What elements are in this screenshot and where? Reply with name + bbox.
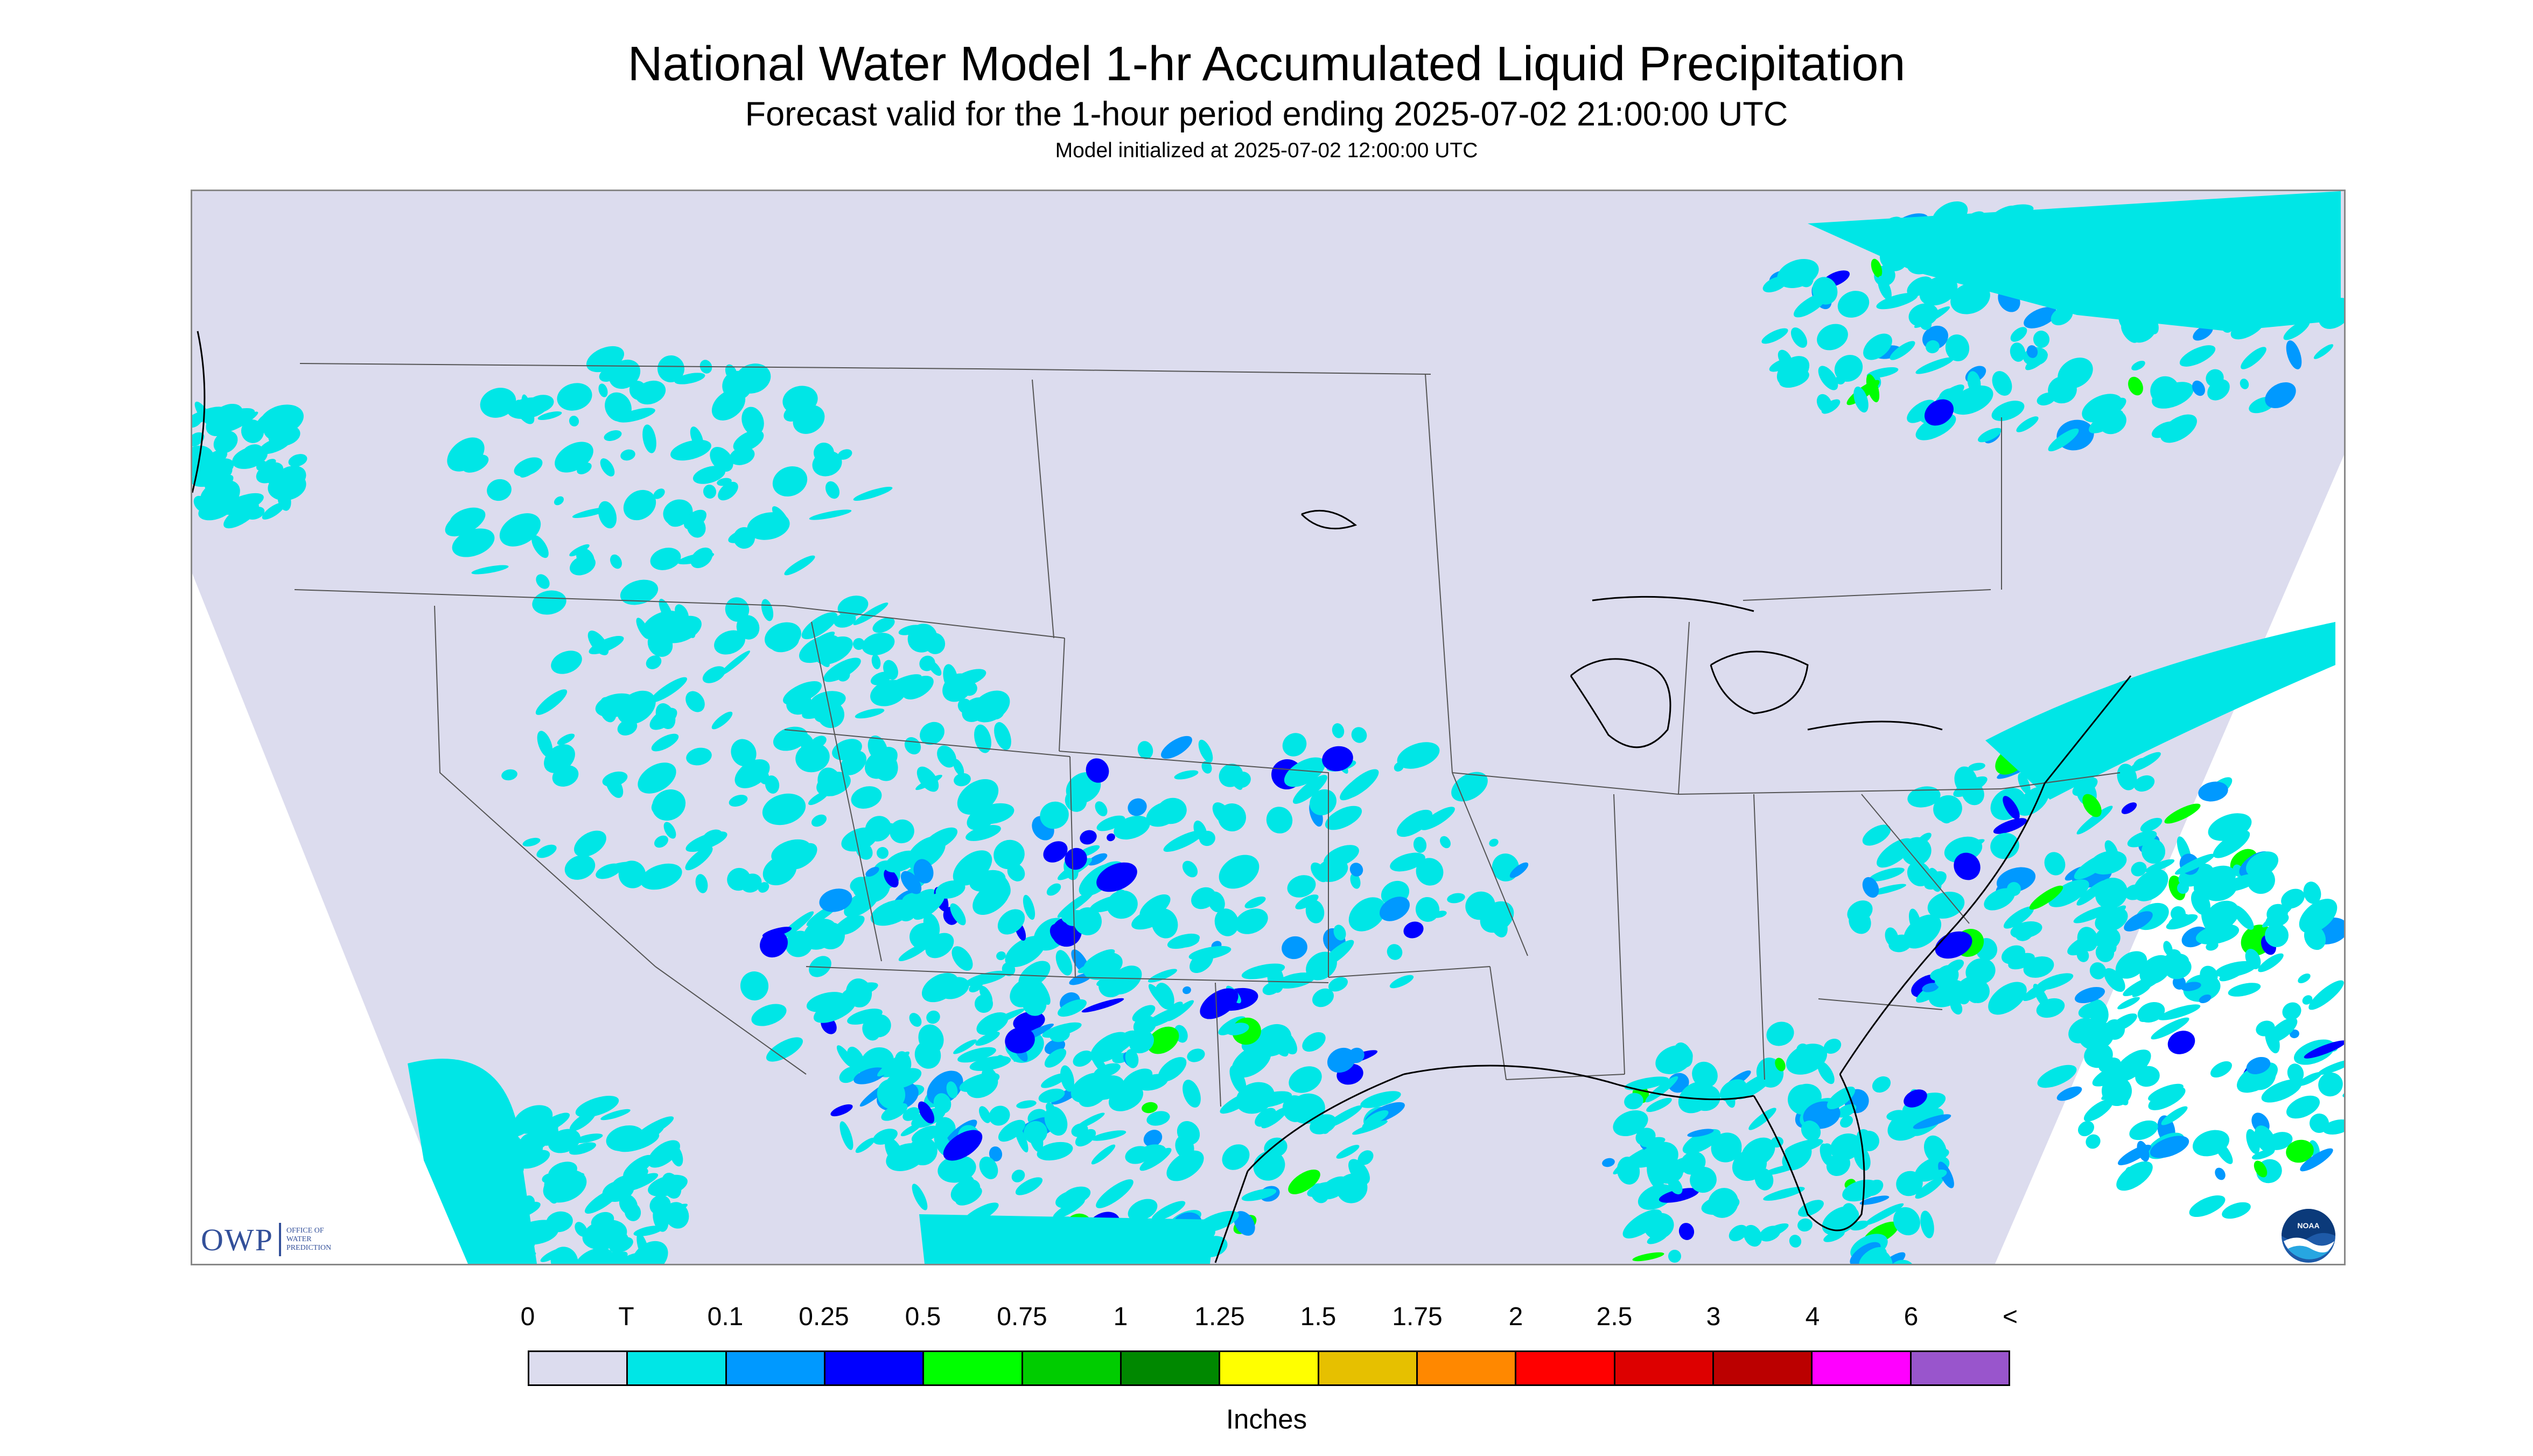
state-line bbox=[1753, 794, 1765, 1080]
state-line bbox=[1452, 772, 1528, 956]
coastline bbox=[1807, 720, 1943, 731]
precip-patch bbox=[919, 1214, 1215, 1264]
tick-label: 1 bbox=[1113, 1303, 1128, 1331]
colorbar-swatch bbox=[825, 1352, 925, 1384]
colorbar-swatch bbox=[529, 1352, 628, 1384]
coastline bbox=[1570, 658, 1671, 748]
state-line bbox=[1032, 379, 1054, 639]
colorbar-swatch bbox=[1813, 1352, 1912, 1384]
owp-logo-text: OWP bbox=[201, 1222, 274, 1257]
tick-label: 1.25 bbox=[1194, 1303, 1245, 1331]
coastlines bbox=[192, 331, 2132, 1263]
state-line bbox=[1861, 794, 1970, 924]
precip-region-northern-rockies bbox=[445, 346, 893, 643]
state-line bbox=[299, 363, 979, 369]
state-line bbox=[1506, 1074, 1625, 1080]
coastline bbox=[1839, 675, 2132, 1075]
state-line bbox=[1215, 982, 1221, 1107]
tick-label: 0.1 bbox=[707, 1303, 744, 1331]
owp-logo-subtext: OFFICE OF WATER PREDICTION bbox=[286, 1227, 332, 1252]
state-line bbox=[811, 621, 882, 962]
precip-region-florida-gulf bbox=[1602, 1021, 1954, 1264]
tick-label: < bbox=[2002, 1303, 2018, 1331]
map-panel[interactable]: OWP OFFICE OF WATER PREDICTION NOAA bbox=[191, 190, 2346, 1265]
owp-logo: OWP OFFICE OF WATER PREDICTION bbox=[201, 1221, 331, 1258]
tick-label: 0 bbox=[520, 1303, 535, 1331]
precipitation-layer bbox=[192, 191, 2344, 1264]
state-line bbox=[1059, 751, 1329, 977]
colorbar-units-label: Inches bbox=[1226, 1404, 1307, 1434]
tick-label: 0.75 bbox=[997, 1303, 1047, 1331]
noaa-logo: NOAA bbox=[2282, 1209, 2335, 1263]
coastline bbox=[1214, 1171, 1249, 1263]
state-line bbox=[1059, 638, 1065, 752]
precip-patch bbox=[1985, 622, 2335, 800]
state-line bbox=[294, 589, 785, 606]
noaa-logo-text: NOAA bbox=[2297, 1221, 2319, 1230]
precip-patch bbox=[1808, 191, 2341, 331]
state-line bbox=[1743, 589, 1991, 601]
state-line bbox=[434, 605, 656, 967]
state-line bbox=[1452, 772, 1679, 795]
precip-region-atlantic-offshore bbox=[2037, 851, 2344, 1219]
colorbar-swatch bbox=[924, 1352, 1023, 1384]
precipitation-colorbar bbox=[528, 1350, 2010, 1386]
tick-label: 1.5 bbox=[1300, 1303, 1337, 1331]
state-line bbox=[978, 368, 1431, 375]
tick-label: 0.25 bbox=[799, 1303, 849, 1331]
colorbar-swatch bbox=[1319, 1352, 1418, 1384]
precip-region-pacific-northwest-coast bbox=[192, 401, 307, 529]
state-line bbox=[1425, 374, 1453, 773]
colorbar-swatch bbox=[1417, 1352, 1517, 1384]
colorbar-swatch bbox=[1911, 1352, 2009, 1384]
state-line bbox=[784, 729, 1070, 757]
colorbar-swatch bbox=[726, 1352, 825, 1384]
state-line bbox=[655, 966, 807, 1075]
tick-label: 2.5 bbox=[1596, 1303, 1633, 1331]
coastline bbox=[1592, 596, 1754, 612]
tick-label: 0.5 bbox=[905, 1303, 941, 1331]
precipitation-map bbox=[192, 191, 2344, 1264]
state-boundaries bbox=[294, 363, 2121, 1107]
precip-patch bbox=[408, 1059, 537, 1264]
valid-time-subtitle: Forecast valid for the 1-hour period end… bbox=[745, 95, 1788, 133]
colorbar-swatch bbox=[1713, 1352, 1813, 1384]
tick-label: 3 bbox=[1706, 1303, 1721, 1331]
tick-label: 6 bbox=[1904, 1303, 1919, 1331]
precip-region-mid-atlantic-carolinas bbox=[1847, 745, 2305, 1032]
map-title: National Water Model 1-hr Accumulated Li… bbox=[627, 37, 1906, 91]
coastline bbox=[1753, 1074, 1865, 1231]
init-time-line: Model initialized at 2025-07-02 12:00:00… bbox=[1055, 139, 1478, 162]
state-line bbox=[1328, 966, 1491, 978]
coastline bbox=[1300, 509, 1358, 530]
colorbar-swatch bbox=[1023, 1352, 1122, 1384]
precip-region-great-basin-four-corners bbox=[501, 596, 1014, 918]
tick-label: 4 bbox=[1805, 1303, 1820, 1331]
state-line bbox=[1678, 621, 1690, 795]
tick-label: 1.75 bbox=[1392, 1303, 1443, 1331]
state-line bbox=[2001, 772, 2121, 789]
state-line bbox=[1075, 977, 1329, 983]
state-line bbox=[1678, 788, 2002, 795]
coastline bbox=[1403, 1065, 1754, 1101]
tick-label: 2 bbox=[1508, 1303, 1523, 1331]
state-line bbox=[1613, 794, 1625, 1075]
coastline bbox=[1247, 1073, 1404, 1172]
colorbar-swatch bbox=[1121, 1352, 1221, 1384]
colorbar-swatch bbox=[1220, 1352, 1319, 1384]
owp-logo-divider bbox=[278, 1223, 281, 1256]
state-line bbox=[1818, 998, 1943, 1010]
state-line bbox=[1489, 966, 1507, 1080]
coastline bbox=[1710, 650, 1809, 715]
colorbar-swatch bbox=[1615, 1352, 1714, 1384]
state-line bbox=[784, 605, 1065, 639]
precip-region-texas-panhandle-oklahoma bbox=[1007, 723, 1529, 1011]
colorbar-swatch bbox=[628, 1352, 727, 1384]
coastline bbox=[192, 331, 206, 493]
tick-label: T bbox=[618, 1303, 634, 1331]
colorbar-swatch bbox=[1516, 1352, 1615, 1384]
